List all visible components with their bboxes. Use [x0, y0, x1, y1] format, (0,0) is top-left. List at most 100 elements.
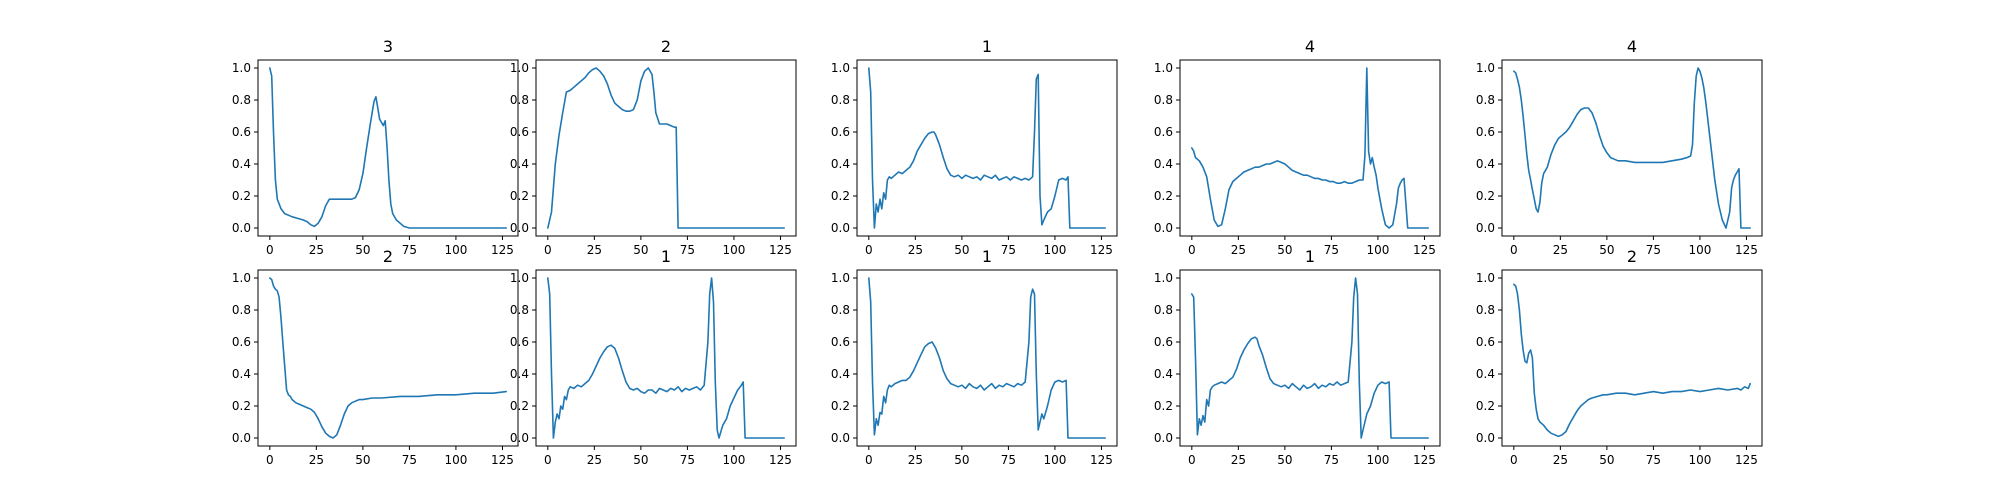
y-tick-label: 1.0: [232, 271, 251, 285]
x-tick-label: 75: [1324, 243, 1339, 257]
axes-frame: [1501, 269, 1763, 447]
subplot-6: 2 0 25 50 75 100 125 0.0 0.2 0.4 0.6 0.8 1.0: [232, 247, 519, 467]
x-tick-label: 25: [309, 243, 324, 257]
y-tick-label: 0.2: [831, 399, 850, 413]
y-tick-label: 0.0: [831, 221, 850, 235]
y-tick-label: 0.0: [232, 431, 251, 445]
x-tick-label: 125: [491, 453, 514, 467]
x-tick-label: 50: [633, 243, 648, 257]
subplot-8: 1 0 25 50 75 100 125 0.0 0.2 0.4 0.6 0.8 1.0: [831, 247, 1118, 467]
y-tick-label: 0.0: [1476, 431, 1495, 445]
x-tick-label: 125: [769, 243, 792, 257]
subplot-7: 1 0 25 50 75 100 125 0.0 0.2 0.4 0.6 0.8 1.0: [510, 247, 797, 467]
series-line: [868, 67, 1106, 229]
y-tick-label: 1.0: [831, 271, 850, 285]
y-tick-label: 0.2: [510, 189, 529, 203]
y-tick-label: 0.8: [1154, 303, 1173, 317]
y-tick-label: 0.4: [510, 157, 529, 171]
y-tick-label: 0.8: [510, 303, 529, 317]
series-line: [269, 277, 507, 439]
axes-frame: [535, 59, 797, 237]
x-tick-label: 0: [865, 243, 873, 257]
x-tick-label: 100: [444, 243, 467, 257]
series-line: [1191, 67, 1429, 229]
x-tick-label: 75: [680, 243, 695, 257]
y-tick-label: 0.2: [232, 399, 251, 413]
axes-frame: [856, 269, 1118, 447]
x-tick-label: 75: [1001, 453, 1016, 467]
x-tick-label: 25: [587, 243, 602, 257]
x-tick-label: 50: [633, 453, 648, 467]
x-tick-label: 125: [491, 243, 514, 257]
y-tick-label: 0.8: [1476, 303, 1495, 317]
axes-frame: [1179, 59, 1441, 237]
y-tick-label: 0.6: [510, 125, 529, 139]
subplot-9: 1 0 25 50 75 100 125 0.0 0.2 0.4 0.6 0.8 1.0: [1154, 247, 1441, 467]
x-tick-label: 50: [355, 243, 370, 257]
series-line: [1513, 67, 1751, 229]
x-tick-label: 25: [1231, 453, 1246, 467]
subplot-title: 2: [1627, 247, 1637, 266]
x-tick-label: 75: [1324, 453, 1339, 467]
x-tick-label: 0: [544, 453, 552, 467]
x-tick-label: 125: [1090, 453, 1113, 467]
x-tick-label: 25: [587, 453, 602, 467]
y-tick-label: 1.0: [1476, 61, 1495, 75]
y-tick-label: 0.6: [510, 335, 529, 349]
subplot-title: 1: [982, 247, 992, 266]
x-tick-label: 50: [954, 453, 969, 467]
subplot-10: 2 0 25 50 75 100 125 0.0 0.2 0.4 0.6 0.8 1.0: [1476, 247, 1763, 467]
x-tick-label: 0: [1188, 453, 1196, 467]
x-tick-label: 25: [1553, 453, 1568, 467]
x-tick-label: 125: [1090, 243, 1113, 257]
subplot-3: 1 0 25 50 75 100 125 0.0 0.2 0.4 0.6 0.8 1.0: [831, 37, 1118, 257]
x-tick-label: 25: [1231, 243, 1246, 257]
x-tick-label: 0: [1510, 243, 1518, 257]
y-tick-label: 0.6: [1476, 125, 1495, 139]
y-tick-label: 0.0: [232, 221, 251, 235]
y-tick-label: 0.6: [232, 335, 251, 349]
y-tick-label: 1.0: [1476, 271, 1495, 285]
axes-frame: [257, 269, 519, 447]
x-tick-label: 75: [1646, 243, 1661, 257]
y-tick-label: 0.0: [510, 431, 529, 445]
y-tick-label: 0.8: [831, 93, 850, 107]
y-tick-label: 0.6: [1154, 335, 1173, 349]
x-tick-label: 100: [1366, 243, 1389, 257]
y-tick-label: 0.4: [1154, 367, 1173, 381]
y-tick-label: 0.8: [1476, 93, 1495, 107]
y-tick-label: 0.8: [232, 303, 251, 317]
x-tick-label: 100: [1043, 243, 1066, 257]
y-tick-label: 0.8: [1154, 93, 1173, 107]
x-tick-label: 25: [908, 243, 923, 257]
y-tick-label: 0.0: [1154, 221, 1173, 235]
axes-frame: [535, 269, 797, 447]
series-line: [269, 67, 507, 229]
y-tick-label: 0.2: [1154, 399, 1173, 413]
y-tick-label: 0.4: [232, 367, 251, 381]
y-tick-label: 0.4: [232, 157, 251, 171]
y-tick-label: 0.0: [1154, 431, 1173, 445]
y-tick-label: 0.4: [1154, 157, 1173, 171]
x-tick-label: 75: [402, 243, 417, 257]
axes-frame: [1501, 59, 1763, 237]
y-tick-label: 0.4: [831, 367, 850, 381]
y-tick-label: 0.8: [232, 93, 251, 107]
y-tick-label: 0.0: [1476, 221, 1495, 235]
y-tick-label: 0.4: [831, 157, 850, 171]
x-tick-label: 125: [1413, 453, 1436, 467]
y-tick-label: 0.0: [831, 431, 850, 445]
series-line: [547, 277, 785, 439]
x-tick-label: 100: [1688, 243, 1711, 257]
x-tick-label: 75: [1646, 453, 1661, 467]
x-tick-label: 100: [722, 453, 745, 467]
x-tick-label: 0: [1510, 453, 1518, 467]
y-tick-label: 0.6: [1476, 335, 1495, 349]
x-tick-label: 50: [1599, 243, 1614, 257]
subplot-title: 2: [661, 37, 671, 56]
series-line: [1191, 277, 1429, 439]
y-tick-label: 1.0: [831, 61, 850, 75]
x-tick-label: 100: [1688, 453, 1711, 467]
